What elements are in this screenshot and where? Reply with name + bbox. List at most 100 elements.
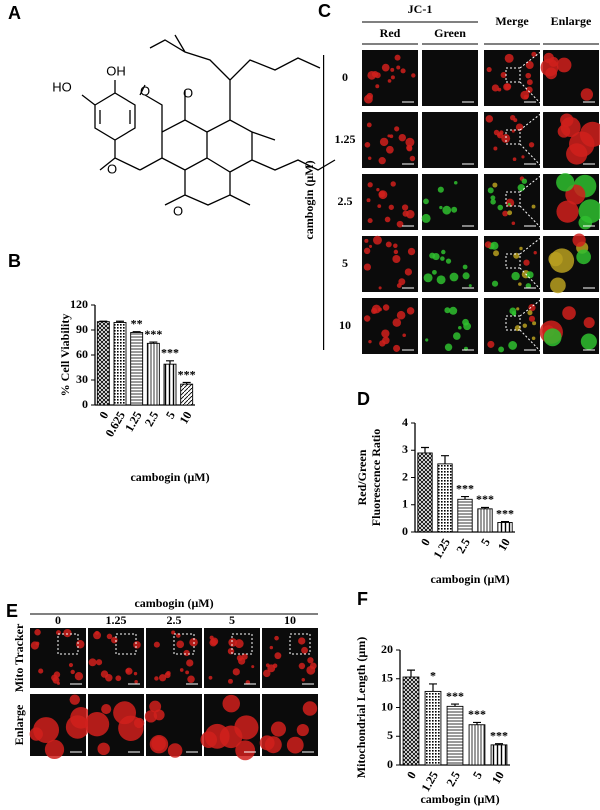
cell-spot [185,670,190,675]
atom-label: O [183,85,193,100]
y-tick-label: 20 [381,642,393,656]
cell-spot [519,246,523,251]
y-axis-label: % Cell Viability [58,314,72,397]
cell-spot [379,340,386,347]
cell-spot [390,181,396,187]
panel-label: D [357,389,370,409]
cell-spot [153,641,160,648]
cell-spot [487,187,494,194]
cell-spot [400,68,406,74]
cell-spot [34,629,41,636]
cell-spot [392,318,402,327]
significance: *** [178,367,196,381]
cell-spot [368,244,373,248]
cell-spot [95,659,103,666]
y-tick-label: 60 [76,347,88,361]
cell-spot [270,721,287,737]
zoom-box [505,253,521,269]
zoom-box [505,315,521,331]
cell-spot [393,249,399,255]
cell-spot [378,190,388,200]
panel-label: B [8,251,21,271]
atom-label: HO [52,79,72,94]
zoom-lines [519,297,544,355]
x-tick-label: 2.5 [142,409,162,429]
cell-spot [167,743,183,758]
cell-spot [580,333,597,350]
cell-spot [381,63,390,72]
column-header: Green [434,26,466,40]
micrograph [362,298,418,354]
cell-spot [503,83,511,91]
cell-spot [486,66,492,73]
cell-spot [401,204,409,211]
cell-spot [521,155,525,159]
cell-spot [528,303,536,312]
jc1-title: JC-1 [408,2,433,16]
cell-spot [396,310,406,320]
cell-spot [557,125,571,138]
cell-spot [368,339,372,344]
cell-spot [235,740,256,761]
cell-spot [53,671,61,678]
cell-spot [33,717,60,743]
cell-spot [531,204,536,209]
cell-spot [548,56,559,67]
atom-label: O [107,161,117,176]
cell-spot [74,672,84,681]
significance: *** [446,689,464,703]
cell-spot [363,315,371,322]
cell-spot [487,340,495,348]
cell-spot [452,332,461,340]
cell-spot [210,637,219,646]
cell-spot [149,734,169,754]
cell-spot [407,247,416,256]
bar [163,363,177,406]
zoom-box [505,191,521,207]
panel-label: C [318,1,331,21]
cell-spot [63,628,72,638]
cell-spot [445,258,452,264]
x-tick-label: 10 [495,536,513,553]
cell-spot [301,678,306,682]
cell-spot [436,275,446,285]
cell-spot [100,670,109,678]
bar [437,463,453,533]
cell-spot [366,198,371,203]
panel-label: F [357,589,368,609]
cell-spot [274,635,279,641]
cell-spot [384,216,391,223]
cell-spot [228,638,237,647]
y-axis-label: Fluorescence Ratio [369,429,383,526]
x-tick-label: 2.5 [443,769,463,789]
cell-spot [556,200,579,223]
cell-spot [52,676,60,684]
cell-spot [35,641,40,646]
cell-spot [441,249,446,255]
cell-spot [366,122,372,128]
error-bar [501,521,509,523]
bar [446,705,464,766]
cell-spot [437,186,444,193]
cell-spot [453,181,458,185]
cell-spot [493,250,500,257]
significance: *** [456,481,474,495]
column-header: 0 [55,613,61,627]
cell-spot [183,649,190,657]
cell-spot [398,133,407,142]
cell-spot [444,307,451,314]
column-header: Enlarge [551,14,592,28]
cell-spot [208,675,213,680]
cell-spot [484,241,492,249]
x-tick-label: 5 [470,769,485,781]
cell-spot [245,680,251,685]
cell-spot [396,283,402,288]
cell-spot [251,665,255,669]
x-tick-label: 0 [418,536,433,548]
error-bar [495,743,503,745]
bar [468,724,486,766]
y-axis-label: Red/Green [355,449,369,505]
cell-spot [411,73,416,78]
